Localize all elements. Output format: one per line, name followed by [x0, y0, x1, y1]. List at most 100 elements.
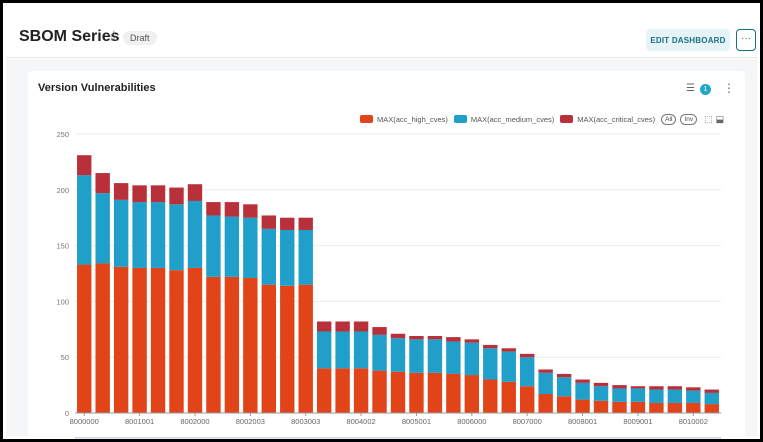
- edit-dashboard-button[interactable]: EDIT DASHBOARD: [646, 29, 730, 51]
- bar-segment: [704, 392, 719, 405]
- bar-segment: [169, 204, 184, 271]
- bar-segment: [464, 342, 480, 376]
- bar-segment: [464, 375, 480, 413]
- legend-item-critical[interactable]: MAX(acc_critical_cves): [560, 115, 655, 124]
- bar-segment: [335, 368, 350, 413]
- bar-segment: [446, 337, 461, 342]
- star-icon[interactable]: ☆: [107, 28, 121, 45]
- bar-segment: [390, 333, 406, 339]
- bar-segment: [132, 185, 147, 203]
- zoom-slider[interactable]: [75, 437, 721, 439]
- bar-segment: [169, 187, 184, 205]
- bar-segment: [704, 404, 719, 413]
- bar-segment: [316, 368, 332, 413]
- bar-segment: [649, 386, 664, 390]
- legend-label-high: MAX(acc_high_cves): [377, 114, 448, 124]
- bar-segment: [316, 321, 332, 332]
- bar-segment: [77, 264, 92, 413]
- bar-segment: [224, 202, 240, 217]
- legend-invert-toggle[interactable]: Inv: [680, 113, 698, 125]
- x-tick-label: 8003003: [291, 417, 320, 426]
- bar-segment: [556, 373, 572, 378]
- bar-segment: [538, 369, 553, 373]
- bar-segment: [556, 377, 572, 397]
- bar-segment: [150, 202, 166, 268]
- bar-segment: [298, 217, 313, 230]
- bar-segment: [298, 284, 313, 413]
- legend-swatch-critical: [560, 115, 574, 123]
- bar-segment: [538, 394, 553, 413]
- filter-count-badge[interactable]: 1: [700, 84, 711, 95]
- bar-segment: [593, 386, 609, 401]
- bar-segment: [372, 334, 387, 371]
- x-tick-label: 8002000: [180, 417, 209, 426]
- chart-title: Version Vulnerabilities: [38, 82, 156, 94]
- bar-segment: [446, 373, 461, 413]
- bar-segment: [243, 277, 258, 413]
- bar-segment: [95, 173, 110, 194]
- legend-swatch-medium: [453, 115, 467, 123]
- box-select-icon[interactable]: ⬚: [704, 113, 713, 124]
- x-tick-label: 8009001: [623, 417, 652, 426]
- chart-menu-icon[interactable]: ⋮: [723, 81, 735, 95]
- stacked-bar-chart[interactable]: 0 50 100 150 200 250 8000000 8001001 8002000 8002…: [28, 71, 745, 442]
- bar-segment: [132, 267, 147, 413]
- reset-selection-icon[interactable]: ⬓: [715, 113, 725, 124]
- chart-legend: MAX(acc_high_cves) MAX(acc_medium_cves) …: [360, 113, 724, 125]
- bar-segment: [206, 276, 221, 413]
- bar-segment: [353, 368, 369, 413]
- bar-segment: [113, 183, 129, 200]
- bar-segment: [390, 371, 406, 413]
- bar-segment: [520, 353, 535, 358]
- bar-segment: [667, 389, 683, 403]
- legend-item-medium[interactable]: MAX(acc_medium_cves): [453, 115, 554, 124]
- bar-segment: [501, 381, 516, 413]
- bar-segment: [77, 155, 92, 176]
- more-options-button[interactable]: ···: [736, 29, 756, 51]
- x-tick-label: 8005001: [402, 417, 431, 426]
- bar-segment: [593, 400, 609, 413]
- draft-badge[interactable]: Draft: [123, 31, 157, 45]
- bar-segment: [316, 331, 332, 369]
- bar-segment: [686, 390, 701, 403]
- bar-segment: [243, 217, 258, 278]
- y-tick-label: 0: [65, 409, 69, 418]
- bar-segment: [630, 386, 646, 389]
- dashboard-header: SBOM Series ☆ Draft EDIT DASHBOARD ···: [6, 6, 757, 58]
- legend-item-high[interactable]: MAX(acc_high_cves): [360, 115, 448, 124]
- bar-segment: [575, 379, 590, 383]
- bar-segment: [132, 202, 147, 268]
- x-tick-label: 8001001: [125, 417, 154, 426]
- bar-segment: [261, 284, 276, 413]
- bar-segment: [280, 229, 295, 286]
- bar-segment: [649, 389, 664, 403]
- bar-segment: [353, 331, 369, 369]
- bar-segment: [427, 339, 443, 373]
- bar-segment: [427, 335, 443, 340]
- y-tick-label: 50: [61, 353, 69, 362]
- bar-segment: [686, 402, 701, 413]
- bar-segment: [261, 215, 276, 229]
- bar-segment: [630, 401, 646, 413]
- bar-segment: [575, 399, 590, 413]
- filter-icon[interactable]: ☰: [686, 83, 695, 94]
- bar-segment: [612, 385, 627, 389]
- bar-segment: [243, 204, 258, 218]
- bar-segment: [686, 387, 701, 391]
- bar-segment: [113, 266, 129, 413]
- bar-segment: [390, 338, 406, 372]
- bar-segment: [667, 402, 683, 413]
- legend-all-toggle[interactable]: All: [661, 113, 677, 125]
- bar-segment: [575, 382, 590, 400]
- bar-segment: [427, 372, 443, 413]
- bar-segment: [298, 229, 313, 285]
- x-tick-label: 8002003: [236, 417, 265, 426]
- dashboard-title: SBOM Series: [19, 28, 120, 45]
- bar-segment: [649, 402, 664, 413]
- chart-card: Version Vulnerabilities ☰ 1 ⋮ MAX(acc_hi…: [28, 71, 745, 442]
- bar-segment: [483, 344, 498, 349]
- legend-label-critical: MAX(acc_critical_cves): [577, 114, 656, 124]
- y-tick-label: 200: [56, 186, 69, 195]
- bar-segment: [280, 217, 295, 230]
